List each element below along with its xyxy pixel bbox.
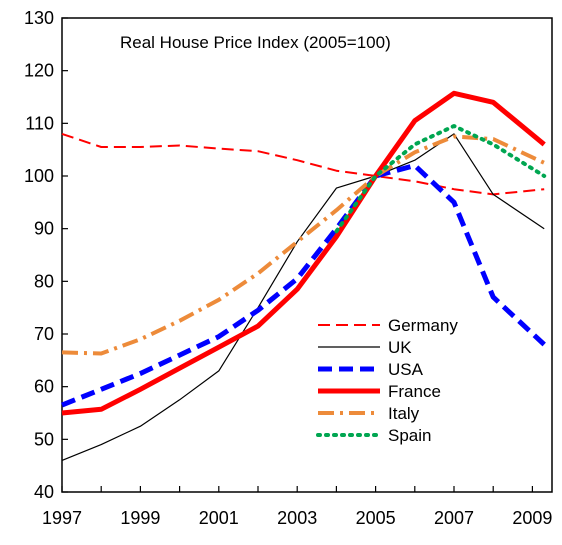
x-tick-label: 1997 — [42, 508, 82, 528]
x-tick-label: 2001 — [199, 508, 239, 528]
y-tick-label: 110 — [25, 113, 54, 133]
x-tick-label: 2009 — [512, 508, 552, 528]
x-tick-label: 2003 — [277, 508, 317, 528]
y-tick-label: 70 — [34, 324, 54, 344]
legend: Germany UK USA France Italy Spain — [316, 316, 458, 445]
series-line-spain — [334, 124, 547, 234]
y-tick-label: 50 — [34, 429, 54, 449]
legend-label-usa: USA — [388, 360, 424, 379]
series-line-italy — [61, 134, 546, 356]
x-axis: 1997 1999 2001 2003 2005 2007 2009 — [42, 486, 552, 528]
series-line-usa — [61, 163, 546, 408]
y-axis: 40 50 60 70 80 90 100 110 120 130 — [24, 8, 68, 502]
y-tick-label: 130 — [24, 8, 54, 28]
legend-label-spain: Spain — [388, 426, 431, 445]
y-tick-label: 40 — [34, 482, 54, 502]
legend-label-germany: Germany — [388, 316, 458, 335]
y-tick-label: 120 — [24, 61, 54, 81]
x-tick-label: 1999 — [120, 508, 160, 528]
plot-area — [61, 17, 553, 493]
y-tick-label: 60 — [34, 377, 54, 397]
x-tick-label: 2005 — [356, 508, 396, 528]
series-line-germany — [61, 132, 545, 196]
x-tick-label: 2007 — [434, 508, 474, 528]
series-line-uk — [61, 133, 545, 461]
legend-label-italy: Italy — [388, 404, 420, 423]
series-line-france — [61, 90, 546, 416]
y-tick-label: 90 — [34, 219, 54, 239]
series-layer — [61, 90, 547, 461]
legend-label-uk: UK — [388, 338, 412, 357]
legend-label-france: France — [388, 382, 441, 401]
y-tick-label: 100 — [24, 166, 54, 186]
y-tick-label: 80 — [34, 271, 54, 291]
chart-title: Real House Price Index (2005=100) — [120, 33, 391, 52]
